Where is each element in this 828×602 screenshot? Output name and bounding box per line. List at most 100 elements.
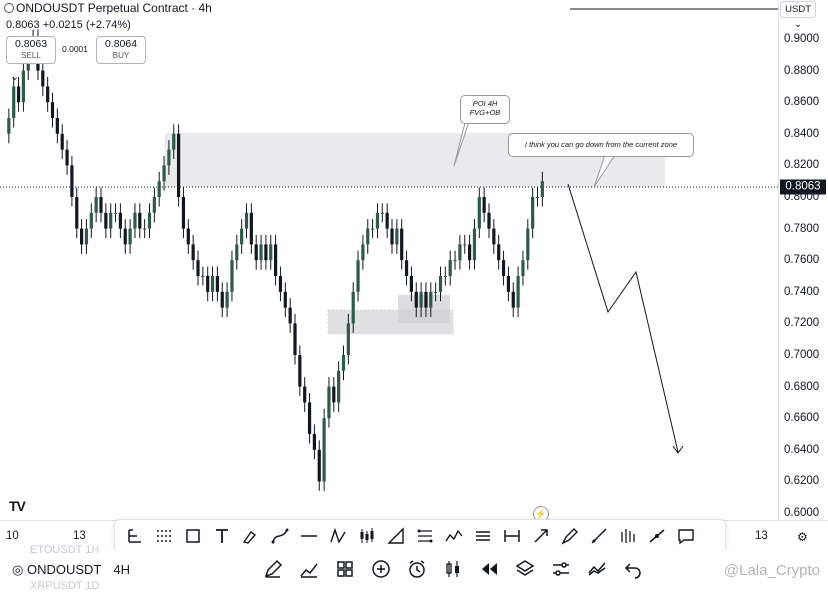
layers-icon[interactable] [514,558,536,580]
candle-body [123,228,127,245]
candle-body [201,276,205,277]
current-symbol-name: ONDOUSDT [26,562,102,577]
candle-body [65,149,69,166]
poi-note[interactable]: POI 4H FVG+OB [460,95,510,124]
settings-sliders-icon[interactable] [550,558,572,580]
highlighter-icon[interactable] [560,526,580,546]
candles-pattern-icon[interactable] [357,526,377,546]
candle-type-icon[interactable] [442,558,464,580]
tradingview-logo: TV [9,498,26,514]
price-axis[interactable] [778,0,828,520]
price-tick: 0.6800 [784,380,820,393]
prev-symbol[interactable]: ETOUSDT 1H [30,544,100,556]
poi-note-line1: POI 4H [472,99,498,108]
candle-body [497,244,501,261]
candle-body [259,244,263,261]
chart-settings-icon[interactable]: ⚙ [797,530,808,544]
price-tick: 0.8600 [784,96,820,109]
symbol-title[interactable]: ONDOUSDT Perpetual Contract · 4h [4,1,212,15]
candle-body [453,260,457,262]
text-icon[interactable] [212,526,232,546]
candle-body [482,197,486,213]
candle-body [443,276,447,277]
candle-body [264,244,268,261]
candle-body [332,386,336,403]
candle-body [240,228,244,245]
candle-body [16,86,21,103]
time-tick: 13 [755,530,768,542]
info-line-icon[interactable] [647,526,667,546]
candle-body [303,386,307,403]
candle-body [220,291,224,308]
elliott-wave-icon[interactable] [444,526,464,546]
ray-icon[interactable] [589,526,609,546]
triangle-icon[interactable] [386,526,406,546]
globe-icon: ◎ [12,562,24,577]
current-interval[interactable]: 4H [113,562,130,577]
candle-body [521,260,525,276]
candle-body [380,212,384,214]
comment-icon[interactable] [676,526,696,546]
candle-body [506,276,510,292]
candle-body [89,212,93,229]
buy-button[interactable]: 0.8064 BUY [96,36,146,64]
trend-line-icon[interactable] [125,526,145,546]
ob-zone [398,295,450,323]
currency-selector[interactable]: USDT ⌄ [780,1,816,30]
compare-icon[interactable] [586,558,608,580]
candle-body [249,212,253,245]
candle-body [390,228,394,245]
symbol-logo-icon [4,3,14,13]
candle-body [424,291,428,308]
candle-body [128,228,132,245]
comment-note[interactable]: I think you can go down from the current… [508,133,694,157]
candle-body [99,197,103,213]
layouts-icon[interactable] [334,558,356,580]
undo-icon[interactable] [622,558,644,580]
candle-body [492,228,496,245]
candle-body [448,260,452,276]
buy-price: 0.8064 [104,38,138,50]
indicators-icon[interactable] [298,558,320,580]
next-symbol[interactable]: XRPUSDT 1D [30,580,100,592]
candle-body [186,228,190,245]
volume-profile-icon[interactable] [618,526,638,546]
arrow-icon[interactable] [531,526,551,546]
collapse-legend-icon[interactable]: ⌄ [10,71,20,83]
sell-button[interactable]: 0.8063 SELL [6,36,56,64]
candle-body [75,197,79,229]
parallel-channel-icon[interactable] [473,526,493,546]
price-tick: 0.7000 [784,349,820,361]
fib-channel-icon[interactable] [415,526,435,546]
price-chart[interactable] [0,0,778,520]
drawing-toolbar [114,519,726,553]
price-tick: 0.8400 [784,127,820,140]
candle-body [177,133,181,197]
alarm-icon[interactable] [406,558,428,580]
candle-body [181,197,186,229]
candle-body [50,102,55,118]
rectangle-icon[interactable] [183,526,203,546]
add-icon[interactable] [370,558,392,580]
replay-icon[interactable] [478,558,500,580]
horizontal-line-icon[interactable] [299,526,319,546]
candle-body [191,244,195,261]
candle-body [419,291,423,308]
candle-body [138,212,142,229]
candle-body [409,276,413,292]
candle-body [60,133,64,150]
date-range-icon[interactable] [502,526,522,546]
path-icon[interactable] [270,526,290,546]
candle-body [147,212,152,229]
brush-icon[interactable] [241,526,261,546]
current-symbol[interactable]: ◎ ONDOUSDT 4H [12,562,130,578]
candle-body [157,181,161,197]
candle-body [434,291,438,293]
price-tick: 0.6600 [784,412,820,425]
candle-body [293,323,297,355]
fib-icon[interactable] [154,526,174,546]
pencil-icon[interactable] [262,558,284,580]
xabcd-pattern-icon[interactable] [328,526,348,546]
candle-body [317,449,321,482]
bottom-bar: ETOUSDT 1H ◎ ONDOUSDT 4H XRPUSDT 1D @Lala… [0,544,828,602]
